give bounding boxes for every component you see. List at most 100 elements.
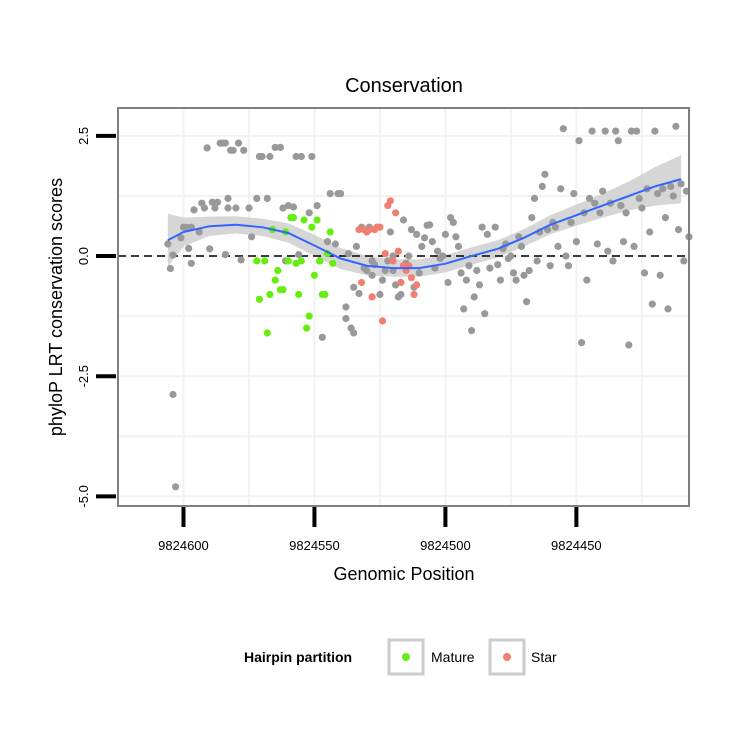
data-point-other bbox=[386, 228, 394, 236]
data-point-mature bbox=[271, 276, 279, 284]
data-point-other bbox=[229, 146, 237, 154]
data-point-other bbox=[271, 143, 279, 151]
data-point-other bbox=[661, 214, 670, 222]
data-point-other bbox=[169, 390, 177, 399]
data-point-other bbox=[195, 228, 203, 236]
data-point-other bbox=[208, 198, 216, 206]
data-point-other bbox=[635, 194, 643, 202]
y-tick-label: -5.0 bbox=[76, 485, 91, 507]
data-point-other bbox=[376, 290, 384, 299]
data-point-mature bbox=[263, 329, 271, 337]
data-point-star bbox=[376, 223, 384, 231]
y-tick-label: 0.0 bbox=[76, 247, 91, 265]
data-point-other bbox=[546, 262, 554, 270]
data-point-other bbox=[651, 127, 659, 135]
confidence-band bbox=[167, 155, 682, 277]
data-point-mature bbox=[297, 257, 305, 265]
data-point-other bbox=[363, 266, 371, 275]
y-axis-title: phyloP LRT conservation scores bbox=[46, 178, 66, 436]
data-point-other bbox=[224, 204, 232, 212]
data-point-mature bbox=[303, 324, 311, 332]
data-point-other bbox=[538, 182, 546, 190]
data-point-other bbox=[407, 226, 415, 234]
data-point-other bbox=[567, 218, 575, 226]
data-point-other bbox=[441, 230, 449, 238]
legend-swatch-mature bbox=[402, 653, 410, 661]
data-point-mature bbox=[326, 228, 334, 236]
data-point-star bbox=[386, 197, 394, 205]
data-point-other bbox=[266, 152, 274, 161]
smooth-trend-path bbox=[167, 178, 682, 270]
data-point-star bbox=[392, 209, 400, 217]
data-point-other bbox=[481, 310, 489, 318]
data-point-other bbox=[578, 339, 586, 347]
data-point-other bbox=[381, 266, 389, 275]
data-point-mature bbox=[305, 312, 313, 320]
data-point-other bbox=[164, 240, 172, 248]
data-point-other bbox=[378, 276, 387, 284]
data-point-other bbox=[263, 194, 271, 202]
data-point-other bbox=[434, 247, 442, 255]
data-point-other bbox=[415, 269, 423, 277]
data-point-other bbox=[638, 204, 646, 212]
data-point-other bbox=[570, 190, 578, 198]
data-point-other bbox=[211, 204, 219, 212]
data-point-other bbox=[520, 271, 528, 279]
data-point-other bbox=[554, 242, 562, 250]
data-point-other bbox=[200, 204, 208, 212]
confidence-band-area bbox=[167, 155, 682, 277]
data-point-other bbox=[654, 190, 662, 198]
data-point-star bbox=[378, 317, 387, 325]
data-point-other bbox=[292, 152, 300, 161]
data-point-star bbox=[368, 293, 376, 301]
legend-label-star: Star bbox=[531, 649, 557, 665]
legend-label-mature: Mature bbox=[431, 649, 475, 665]
data-point-other bbox=[454, 242, 463, 250]
data-point-other bbox=[562, 252, 570, 260]
legend-swatch-star bbox=[503, 653, 511, 661]
data-point-other bbox=[530, 194, 539, 202]
data-point-mature bbox=[289, 214, 298, 222]
data-point-other bbox=[289, 203, 298, 211]
data-point-other bbox=[551, 223, 560, 231]
data-point-other bbox=[342, 314, 350, 323]
data-point-other bbox=[596, 209, 604, 217]
grid bbox=[118, 108, 689, 506]
data-point-other bbox=[344, 250, 353, 258]
data-point-mature bbox=[284, 257, 292, 265]
data-point-other bbox=[308, 152, 316, 161]
data-point-other bbox=[669, 192, 677, 200]
data-point-star bbox=[394, 247, 402, 255]
data-point-other bbox=[507, 252, 515, 260]
data-point-other bbox=[648, 300, 656, 308]
data-point-other bbox=[523, 298, 531, 306]
data-point-other bbox=[630, 242, 638, 250]
data-point-other bbox=[659, 185, 667, 193]
data-point-other bbox=[224, 194, 232, 202]
data-point-other bbox=[572, 238, 581, 246]
data-point-other bbox=[609, 257, 617, 265]
data-point-other bbox=[190, 206, 198, 214]
chart-title: Conservation bbox=[345, 75, 463, 97]
y-tick-label: -2.5 bbox=[76, 365, 91, 387]
data-point-other bbox=[633, 127, 641, 135]
data-point-other bbox=[318, 333, 326, 341]
data-point-other bbox=[234, 139, 243, 147]
data-point-other bbox=[232, 204, 240, 212]
data-point-other bbox=[473, 266, 481, 275]
data-point-mature bbox=[295, 290, 303, 299]
x-tick-label: 9824500 bbox=[420, 538, 471, 553]
data-point-other bbox=[342, 303, 350, 311]
data-point-other bbox=[182, 223, 190, 231]
data-point-mature bbox=[310, 271, 318, 279]
data-point-other bbox=[253, 194, 261, 202]
data-point-other bbox=[397, 290, 405, 299]
data-point-other bbox=[475, 281, 484, 289]
data-point-other bbox=[172, 483, 180, 491]
data-point-other bbox=[496, 276, 504, 284]
data-point-other bbox=[640, 269, 649, 277]
plot-area bbox=[117, 107, 693, 507]
data-point-other bbox=[612, 127, 620, 135]
data-point-other bbox=[439, 252, 447, 260]
data-point-other bbox=[426, 221, 434, 229]
